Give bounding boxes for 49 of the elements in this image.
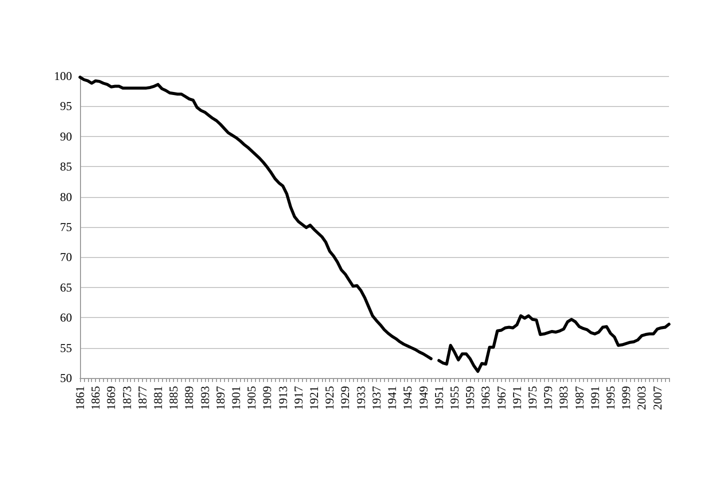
x-tick-label: 1959 bbox=[463, 386, 478, 410]
x-tick-label: 1917 bbox=[291, 386, 306, 410]
x-tick-label: 1987 bbox=[572, 386, 586, 410]
x-tick-label: 1933 bbox=[354, 386, 368, 410]
x-tick-label: 1975 bbox=[525, 386, 540, 410]
y-tick-label: 90 bbox=[60, 129, 72, 144]
x-tick-label: 1877 bbox=[135, 386, 150, 410]
x-tick-label: 1929 bbox=[338, 386, 352, 410]
y-tick-label: 80 bbox=[60, 190, 72, 204]
x-tick-label: 1991 bbox=[588, 386, 602, 410]
x-tick-label: 1937 bbox=[369, 386, 384, 410]
y-tick-label: 65 bbox=[60, 280, 72, 294]
y-tick-label: 50 bbox=[60, 371, 72, 385]
x-tick-label: 1967 bbox=[494, 386, 508, 410]
x-tick-label: 1881 bbox=[151, 386, 166, 410]
x-tick-label: 1897 bbox=[213, 386, 228, 410]
x-tick-label: 2007 bbox=[650, 386, 664, 410]
x-tick-label: 1885 bbox=[166, 386, 181, 410]
x-tick-label: 1865 bbox=[88, 386, 103, 410]
x-tick-label: 1951 bbox=[432, 386, 446, 410]
x-tick-label: 1999 bbox=[619, 386, 634, 410]
x-tick-label: 1945 bbox=[400, 386, 415, 410]
x-tick-label: 1925 bbox=[322, 386, 337, 410]
x-tick-label: 1983 bbox=[556, 386, 571, 410]
x-tick-label: 1921 bbox=[307, 386, 322, 410]
y-tick-label: 70 bbox=[60, 250, 72, 264]
x-tick-label: 1901 bbox=[229, 386, 244, 410]
x-tick-label: 1861 bbox=[73, 386, 87, 410]
x-tick-label: 1941 bbox=[385, 386, 400, 410]
y-tick-label: 75 bbox=[60, 220, 72, 234]
x-tick-label: 1889 bbox=[182, 386, 196, 410]
y-tick-label: 60 bbox=[60, 310, 72, 325]
x-tick-label: 1995 bbox=[603, 386, 618, 410]
x-tick-label: 1963 bbox=[478, 386, 493, 410]
x-tick-label: 2003 bbox=[634, 386, 649, 410]
x-tick-label: 1979 bbox=[541, 386, 556, 410]
y-tick-label: 55 bbox=[60, 340, 72, 355]
y-tick-label: 100 bbox=[54, 69, 72, 83]
x-tick-label: 1909 bbox=[260, 386, 274, 410]
x-tick-label: 1913 bbox=[276, 386, 290, 410]
x-tick-label: 1905 bbox=[244, 386, 259, 410]
y-tick-label: 85 bbox=[60, 160, 72, 174]
x-tick-label: 1873 bbox=[120, 386, 134, 410]
x-tick-label: 1949 bbox=[416, 386, 430, 410]
x-tick-label: 1971 bbox=[510, 386, 524, 410]
x-tick-label: 1869 bbox=[104, 386, 118, 410]
x-tick-label: 1893 bbox=[198, 386, 212, 410]
x-tick-label: 1955 bbox=[447, 386, 462, 410]
y-tick-label: 95 bbox=[60, 99, 72, 114]
